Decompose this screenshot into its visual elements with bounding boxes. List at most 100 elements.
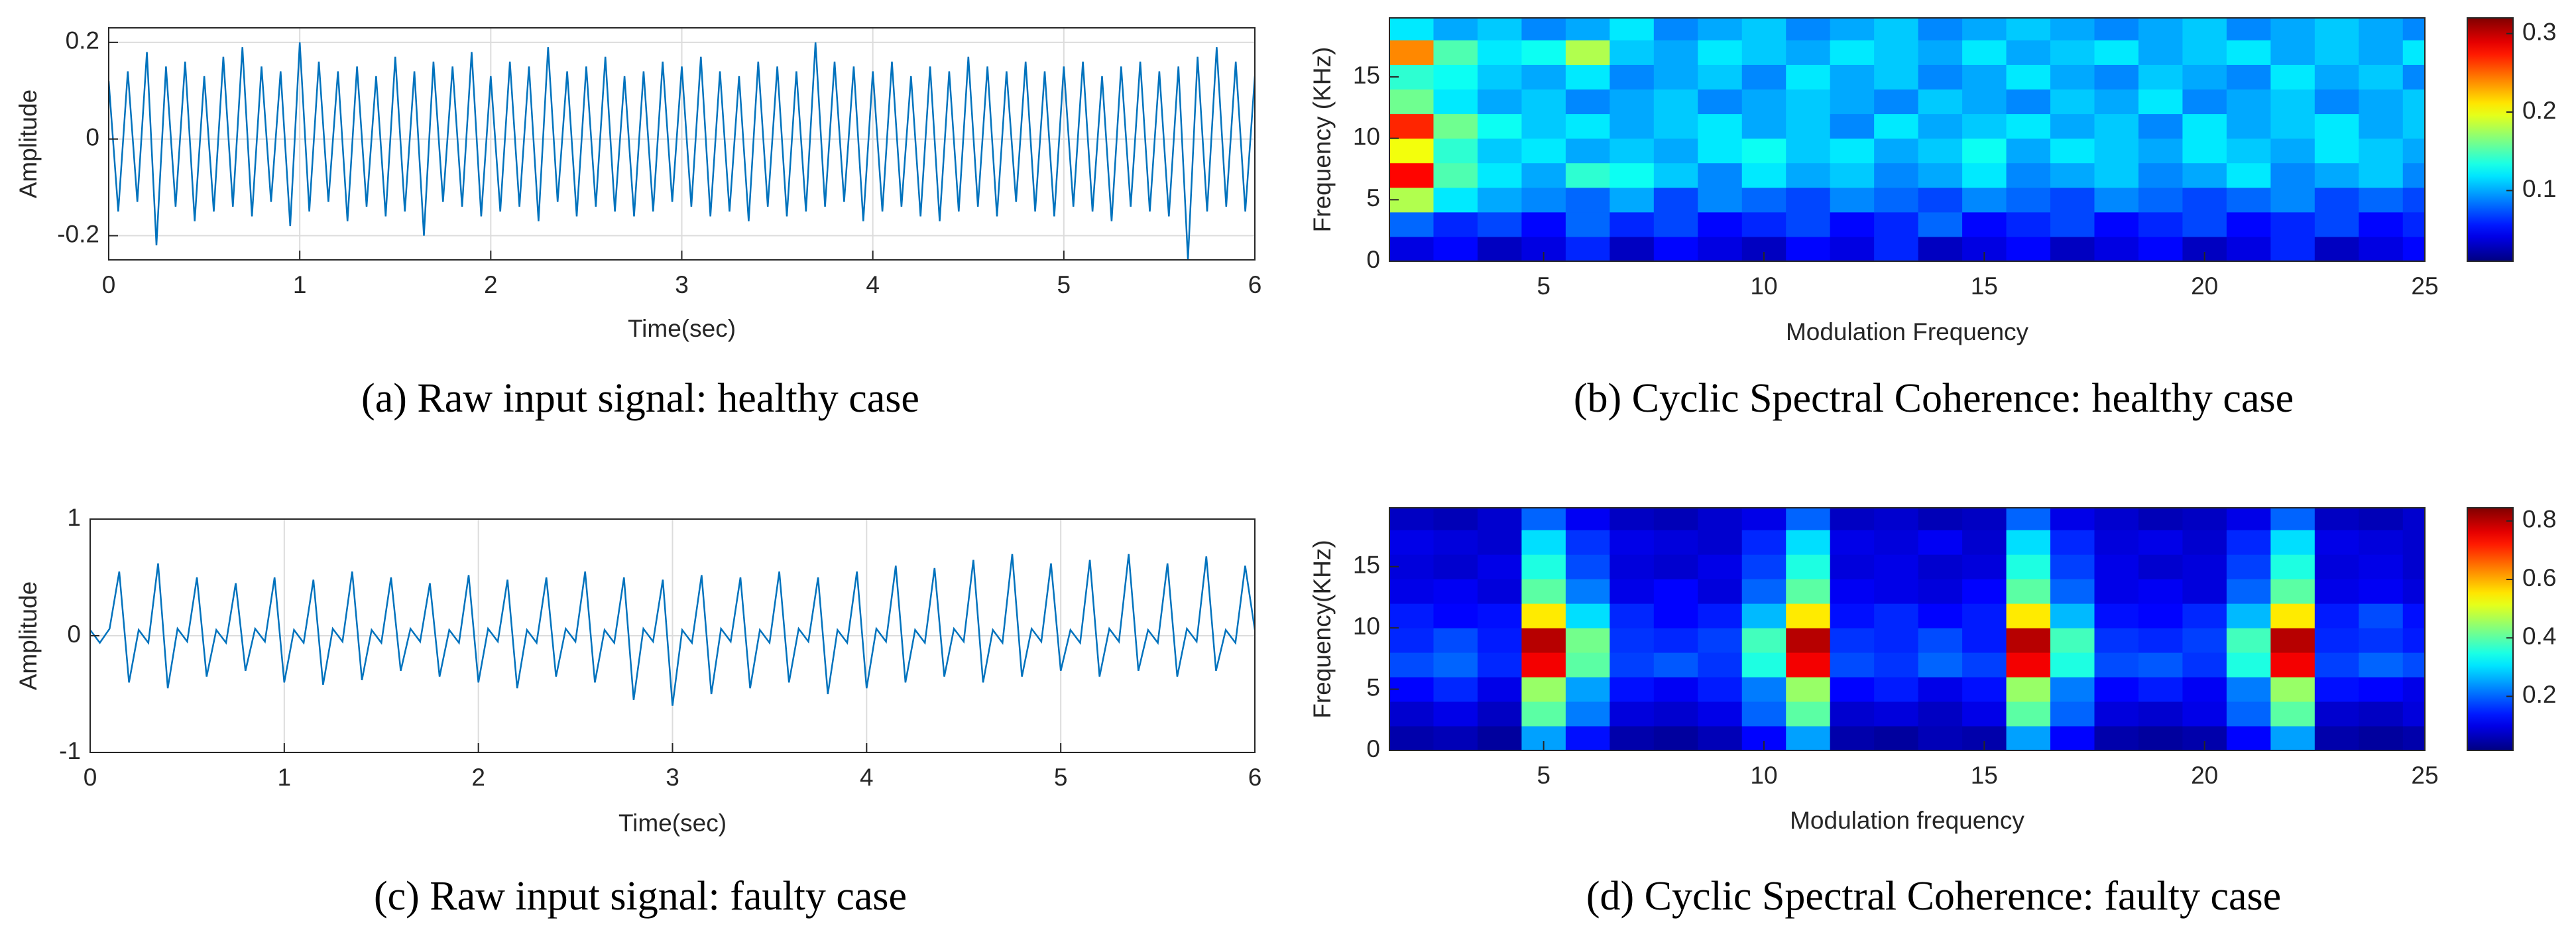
heatmap-cell: [2314, 89, 2359, 115]
heatmap-cell: [1565, 18, 1610, 40]
heatmap-cell: [2182, 628, 2227, 653]
heatmap-cell: [2359, 138, 2404, 164]
heatmap-cell: [2314, 113, 2359, 139]
heatmap-cell: [1653, 508, 1698, 530]
heatmap-cell: [1433, 652, 1478, 678]
heatmap-cell: [1874, 652, 1919, 678]
heatmap-cell: [1565, 187, 1610, 213]
heatmap-cell: [1653, 187, 1698, 213]
heatmap-cell: [1521, 530, 1566, 555]
heatmap-cell: [2226, 603, 2271, 628]
heatmap-cell: [1565, 628, 1610, 653]
heatmap-cell: [1830, 162, 1875, 188]
heatmap-cell: [1786, 603, 1831, 628]
heatmap-cell: [1653, 579, 1698, 604]
x-tick-label: 15: [1971, 272, 1998, 300]
heatmap-cell: [2226, 628, 2271, 653]
heatmap-cell: [2006, 40, 2051, 65]
heatmap-cell: [1962, 162, 2007, 188]
heatmap-cell: [1741, 677, 1786, 702]
heatmap-cell: [1962, 18, 2007, 40]
heatmap-cell: [2359, 236, 2404, 261]
heatmap-cell: [1610, 701, 1655, 727]
y-tick-label: 15: [1353, 62, 1380, 89]
heatmap-cell: [1565, 677, 1610, 702]
heatmap-cell: [1521, 211, 1566, 237]
signal-line: [90, 554, 1255, 706]
heatmap-cell: [1610, 726, 1655, 750]
heatmap-cell: [1477, 138, 1522, 164]
panel: 0.2 0.4 0.6 0.8 5 10 15 20 25 0 5 10 15 Frequency(KHz…: [1309, 506, 2557, 919]
heatmap-cell: [1786, 162, 1831, 188]
heatmap-cell: [1389, 40, 1434, 65]
heatmap-cell: [1389, 18, 1434, 40]
x-tick-label: 20: [2191, 272, 2218, 300]
heatmap-cell: [1830, 211, 1875, 237]
heatmap-cell: [1698, 579, 1743, 604]
heatmap-cell: [1521, 162, 1566, 188]
x-tick-label: 0: [84, 764, 97, 791]
heatmap-cell: [1741, 652, 1786, 678]
heatmap-cell: [2402, 113, 2425, 139]
heatmap-cell: [2270, 508, 2315, 530]
heatmap-cell: [2138, 652, 2183, 678]
heatmap-cell: [1830, 18, 1875, 40]
heatmap-cell: [2402, 187, 2425, 213]
heatmap-cell: [2050, 162, 2095, 188]
heatmap-cell: [1477, 652, 1522, 678]
heatmap-cell: [1918, 236, 1963, 261]
heatmap-cell: [1433, 530, 1478, 555]
heatmap-cell: [2314, 726, 2359, 750]
heatmap-cell: [2226, 138, 2271, 164]
heatmap-cell: [2270, 701, 2315, 727]
heatmap-cell: [2226, 726, 2271, 750]
heatmap-cell: [1874, 677, 1919, 702]
heatmap-cell: [1698, 508, 1743, 530]
heatmap-cell: [2270, 162, 2315, 188]
heatmap-cell: [1741, 603, 1786, 628]
heatmap-cell: [2226, 508, 2271, 530]
heatmap-cell: [1698, 701, 1743, 727]
heatmap-cell: [1918, 554, 1963, 579]
heatmap-cell: [1741, 64, 1786, 90]
heatmap-cell: [2050, 508, 2095, 530]
x-tick-label: 5: [1537, 272, 1551, 300]
heatmap-cell: [1433, 162, 1478, 188]
heatmap-cell: [1741, 554, 1786, 579]
heatmap-cell: [2138, 18, 2183, 40]
heatmap-cell: [1698, 211, 1743, 237]
heatmap-cell: [2402, 64, 2425, 90]
heatmap-cell: [1830, 138, 1875, 164]
heatmap-cell: [1653, 89, 1698, 115]
heatmap-cell: [1565, 701, 1610, 727]
heatmap-cell: [1565, 508, 1610, 530]
heatmap-cell: [1653, 64, 1698, 90]
heatmap-cell: [1830, 187, 1875, 213]
heatmap-cell: [1698, 677, 1743, 702]
heatmap-cell: [1477, 530, 1522, 555]
axes-box: [1389, 507, 2426, 751]
heatmap-cell: [1918, 113, 1963, 139]
heatmap-cell: [2402, 138, 2425, 164]
heatmap-cell: [1477, 554, 1522, 579]
heatmap-cell: [1741, 18, 1786, 40]
heatmap-cell: [2314, 530, 2359, 555]
heatmap-cell: [1918, 652, 1963, 678]
heatmap-cell: [1433, 187, 1478, 213]
heatmap-cell: [1874, 18, 1919, 40]
heatmap-cell: [2050, 40, 2095, 65]
heatmap-cell: [1741, 701, 1786, 727]
heatmap-cell: [1653, 236, 1698, 261]
heatmap-cell: [1653, 726, 1698, 750]
heatmap-cell: [1698, 187, 1743, 213]
colorbar-tick-label: 0.4: [2522, 622, 2556, 650]
heatmap-cell: [1610, 187, 1655, 213]
heatmap-cell: [1741, 508, 1786, 530]
heatmap-cell: [1653, 530, 1698, 555]
heatmap-cell: [1521, 138, 1566, 164]
heatmap-cell: [1565, 211, 1610, 237]
heatmap-cell: [2050, 652, 2095, 678]
heatmap-cell: [1874, 701, 1919, 727]
heatmap-cell: [2359, 508, 2404, 530]
heatmap-cell: [1962, 508, 2007, 530]
